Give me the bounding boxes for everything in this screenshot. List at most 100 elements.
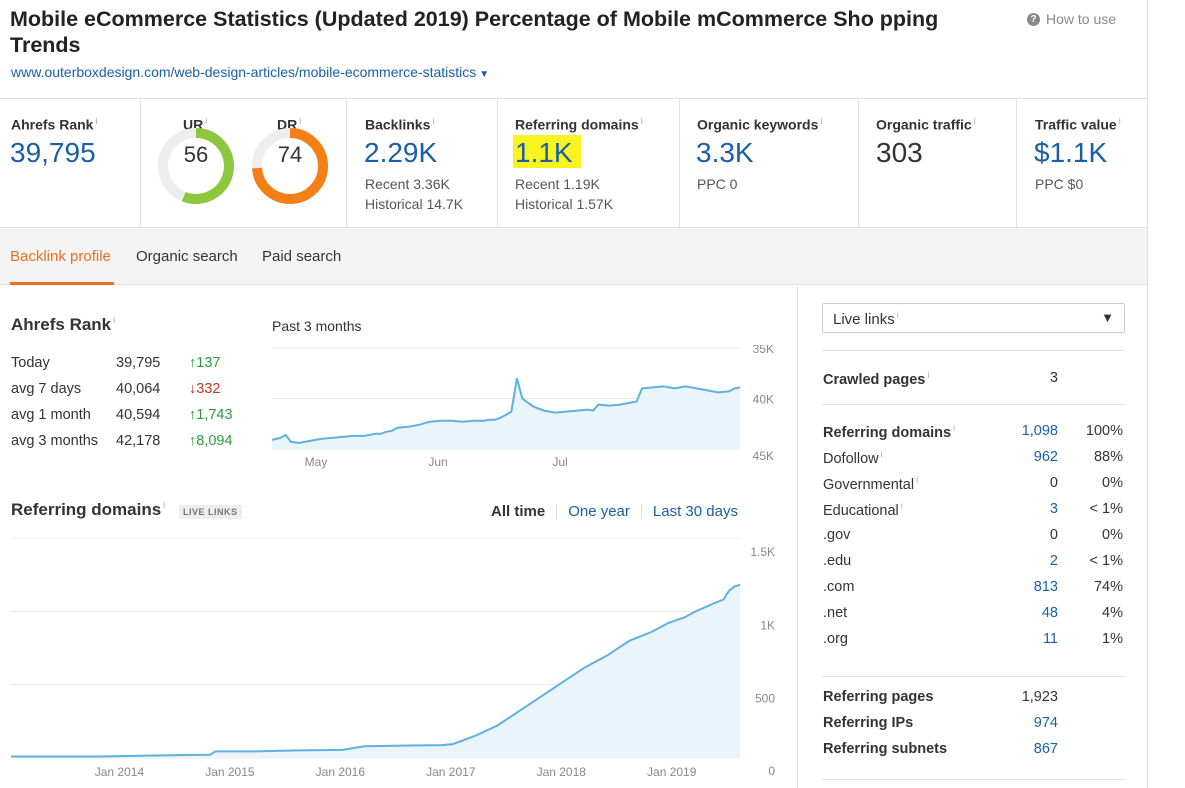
metric-value[interactable]: 3.3K [696, 137, 754, 168]
info-icon[interactable]: i [916, 475, 919, 485]
rank-change: ↑8,094 [189, 433, 233, 449]
metric-organic-traffic: Organic traffic i 303 [859, 99, 1017, 228]
how-to-use-label[interactable]: How to use [1046, 11, 1117, 27]
question-circle-icon: ? [1027, 12, 1040, 26]
stat-value-link[interactable]: 2 [1049, 553, 1058, 569]
domain-breakdown-row: .net 48 4% [823, 605, 1125, 625]
stat-value: 3 [1049, 370, 1058, 386]
ur-gauge [158, 128, 234, 204]
domain-breakdown-row: Governmental i 0 0% [823, 475, 1125, 495]
metric-value[interactable]: 39,795 [10, 137, 96, 168]
info-icon[interactable]: i [113, 315, 116, 326]
referring-domains-chart[interactable]: 1.5K 1K 500 0 Jan 2014 Jan 2015 Jan 2016 Jan 20… [0, 538, 790, 783]
url-dropdown-caret-icon[interactable]: ▼ [479, 69, 490, 80]
stat-value-link[interactable]: 813 [1033, 579, 1058, 595]
panel-divider [822, 779, 1125, 780]
how-to-use-link[interactable]: ? How to use [1027, 11, 1116, 27]
stat-value-link[interactable]: 3 [1049, 501, 1058, 517]
info-icon[interactable]: i [1118, 116, 1121, 126]
stat-label: Dofollow [823, 450, 879, 467]
stat-value-link[interactable]: 962 [1033, 449, 1058, 465]
page-url-link[interactable]: www.outerboxdesign.com/web-design-articl… [11, 64, 489, 80]
info-icon[interactable]: i [163, 500, 166, 511]
domain-breakdown-row: .edu 2 < 1% [823, 553, 1125, 573]
metric-label: Ahrefs Rank [11, 116, 94, 133]
y-tick-label: 45K [753, 449, 774, 463]
series-line [271, 378, 741, 444]
stats-panel: Live links i ▼ Crawled pages i 3 Referring… [797, 286, 1147, 788]
filter-one-year[interactable]: One year [568, 503, 630, 520]
info-icon[interactable]: i [900, 501, 903, 511]
stat-value: 0 [1049, 527, 1058, 543]
metric-value[interactable]: $1.1K [1034, 137, 1108, 168]
tab-paid-search[interactable]: Paid search [262, 248, 342, 265]
rank-change: ↓332 [189, 381, 221, 397]
stat-label: Governmental [823, 476, 915, 493]
info-icon[interactable]: i [820, 116, 823, 126]
rank-change: ↑1,743 [189, 407, 233, 423]
stat-value-link[interactable]: 1,098 [1021, 423, 1058, 439]
tab-backlink-profile[interactable]: Backlink profile [10, 248, 111, 265]
info-icon[interactable]: i [927, 370, 930, 380]
ur-gauge-arc [182, 128, 234, 204]
filter-all-time[interactable]: All time [491, 503, 546, 520]
tab-organic-search[interactable]: Organic search [136, 248, 238, 265]
referring-domains-title: Referring domains i [11, 500, 165, 520]
metric-value-highlighted[interactable]: 1.1K [513, 135, 581, 168]
page-title: Mobile eCommerce Statistics (Updated 201… [10, 7, 939, 57]
filter-last-30-days[interactable]: Last 30 days [652, 503, 738, 520]
stat-label: Referring domains [823, 424, 952, 441]
metric-referring-domains: Referring domains i 1.1K Recent 1.19K His… [498, 99, 680, 228]
stat-value-link[interactable]: 974 [1033, 715, 1058, 731]
rank-label: avg 3 months [11, 433, 99, 449]
metric-ahrefs-rank: Ahrefs Rank i 39,795 [0, 99, 141, 228]
dr-value: 74 [277, 142, 303, 167]
info-icon[interactable]: i [953, 423, 956, 433]
info-icon[interactable]: i [896, 310, 899, 320]
info-icon[interactable]: i [880, 449, 883, 459]
metric-recent: Recent 1.19K [515, 176, 600, 192]
stat-label: .gov [823, 527, 851, 543]
info-icon[interactable]: i [640, 116, 643, 126]
stat-value-link[interactable]: 48 [1041, 605, 1058, 621]
stat-percent: < 1% [1089, 501, 1123, 517]
page-url-text[interactable]: www.outerboxdesign.com/web-design-articl… [11, 64, 477, 80]
metric-value[interactable]: 2.29K [364, 137, 438, 168]
y-tick-label: 1K [760, 618, 775, 632]
x-tick-label: Jan 2016 [316, 765, 366, 779]
info-icon[interactable]: i [299, 116, 302, 126]
x-tick-label: Jul [552, 455, 567, 469]
domain-breakdown-row: .gov 0 0% [823, 527, 1125, 547]
info-icon[interactable]: i [973, 116, 976, 126]
info-icon[interactable]: i [205, 116, 208, 126]
stat-label: .edu [823, 553, 852, 569]
select-value[interactable]: Live links [833, 311, 895, 328]
dropdown-caret-icon[interactable]: ▼ [1101, 310, 1114, 325]
stat-label: .com [823, 579, 855, 595]
info-icon[interactable]: i [432, 116, 435, 126]
x-tick-label: Jan 2019 [647, 765, 697, 779]
stat-value-link[interactable]: 867 [1033, 741, 1058, 757]
metric-traffic-value: Traffic value i $1.1K PPC $0 [1017, 99, 1147, 228]
rank-period-label: Past 3 months [272, 318, 362, 334]
metrics-strip: Ahrefs Rank i 39,795 UR i 56 DR i 74 Backli… [0, 98, 1147, 228]
filter-divider [640, 504, 642, 521]
report-tabs: Backlink profile Organic search Paid sea… [0, 229, 1147, 285]
metric-label: Traffic value [1035, 116, 1117, 133]
stat-value: 0 [1049, 475, 1058, 491]
stat-label: Educational [823, 502, 899, 519]
page-right-border [1147, 0, 1148, 788]
info-icon[interactable]: i [95, 116, 98, 126]
section-title-text: Ahrefs Rank [11, 315, 112, 334]
stat-percent: 1% [1102, 631, 1123, 647]
ahrefs-rank-chart[interactable]: 35K 40K 45K May Jun Jul [268, 345, 782, 475]
dr-gauge [252, 128, 328, 204]
panel-divider [822, 676, 1125, 677]
stat-percent: 4% [1102, 605, 1123, 621]
domain-breakdown-row: .org 11 1% [823, 631, 1125, 651]
links-type-select[interactable]: Live links i ▼ [822, 303, 1125, 333]
x-tick-label: Jan 2017 [426, 765, 476, 779]
metric-organic-keywords: Organic keywords i 3.3K PPC 0 [680, 99, 859, 228]
stat-value-link[interactable]: 11 [1042, 631, 1058, 647]
rank-value: 39,795 [116, 355, 161, 371]
